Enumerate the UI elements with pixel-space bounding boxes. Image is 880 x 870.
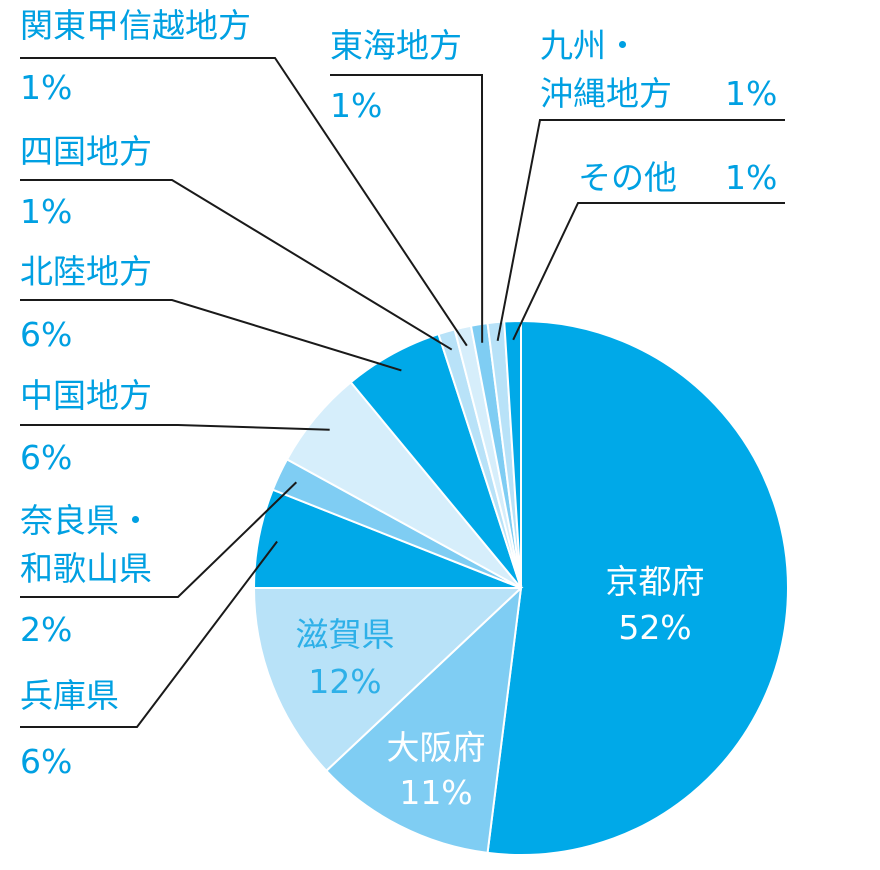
value-label: 2%	[20, 610, 73, 649]
value-label: 6%	[20, 742, 73, 781]
value-label: 1%	[725, 74, 778, 113]
leader-line	[20, 540, 278, 728]
pie-slice	[503, 319, 522, 589]
value-label: 6%	[20, 438, 73, 477]
leader-line	[20, 57, 468, 347]
pie-slice	[486, 319, 789, 856]
slice-label: 中国地方	[20, 376, 152, 415]
value-label: 12%	[308, 662, 382, 701]
leader-line	[496, 119, 785, 341]
leader-line	[20, 481, 298, 598]
slice-label: 奈良県・ 和歌山県	[20, 501, 152, 588]
slice-label: 関東甲信越地方	[20, 6, 251, 45]
leader-line	[20, 424, 330, 431]
slice-label: 兵庫県	[20, 676, 119, 715]
value-label: 1%	[330, 86, 383, 125]
slice-label: 大阪府	[386, 728, 486, 767]
slice-label: 北陸地方	[20, 252, 152, 291]
leader-line	[330, 74, 484, 343]
slice-label: 滋賀県	[295, 615, 395, 654]
value-label: 11%	[399, 773, 473, 812]
leader-line	[512, 202, 785, 341]
value-label: 52%	[618, 608, 692, 647]
slice-label: 四国地方	[20, 132, 152, 171]
leader-line	[20, 179, 453, 351]
slice-label: その他	[578, 158, 677, 197]
slice-label: 九州・ 沖縄地方	[540, 26, 672, 113]
slice-label: 東海地方	[330, 26, 462, 65]
pie-slice	[252, 587, 524, 773]
value-label: 6%	[20, 315, 73, 354]
slice-label: 京都府	[605, 562, 705, 601]
pie-slice	[324, 585, 523, 855]
leader-line	[20, 299, 402, 372]
value-label: 1%	[20, 68, 73, 107]
value-label: 1%	[20, 192, 73, 231]
value-label: 1%	[725, 158, 778, 197]
